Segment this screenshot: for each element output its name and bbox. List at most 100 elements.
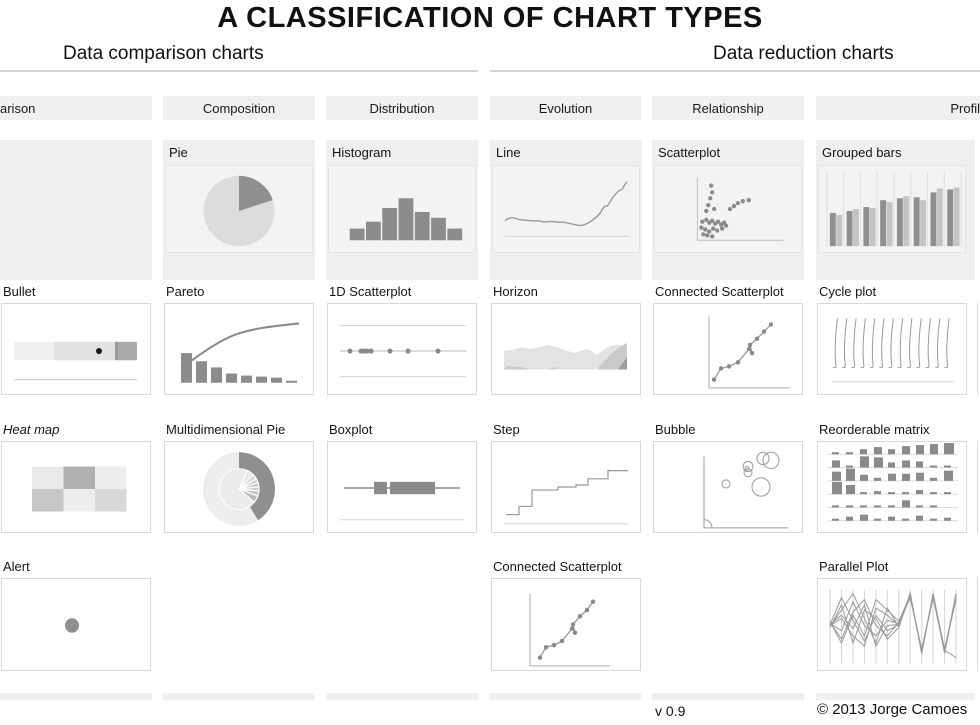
next-column-edge: [977, 578, 980, 671]
cell-parallel-plot: Parallel Plot: [816, 559, 968, 675]
next-row-cell-top: [816, 693, 975, 700]
cell-histogram: Histogram: [326, 140, 478, 280]
column-header-composition: Composition: [163, 96, 315, 120]
chart-type-label: Connected Scatterplot: [493, 559, 622, 574]
cell-step: Step: [490, 422, 642, 534]
chart-type-label: Histogram: [332, 145, 392, 160]
cell-1d-scatterplot: 1D Scatterplot: [326, 284, 478, 396]
cell-empty: [0, 140, 152, 280]
column-header-distribution: Distribution: [326, 96, 478, 120]
bullet-chart-graphic: [14, 341, 137, 381]
chart-type-label: Pareto: [166, 284, 205, 299]
next-column-edge: [977, 441, 980, 533]
1d-scatterplot-thumbnail: [327, 303, 477, 395]
cell-pie: Pie: [163, 140, 315, 280]
next-row-cell-top: [326, 693, 478, 700]
next-row-cell-top: [490, 693, 641, 700]
chart-type-label: Heat map: [3, 422, 60, 437]
cell-alert: Alert: [0, 559, 152, 675]
horizon-thumbnail: [491, 303, 641, 395]
cycle-plot-graphic: [832, 318, 954, 383]
chart-type-label: Multidimensional Pie: [166, 422, 286, 437]
cell-scatterplot: Scatterplot: [652, 140, 804, 280]
section-header-data-comparison: Data comparison charts: [63, 43, 264, 64]
connected-scatterplot-graphic: [529, 593, 610, 667]
column-header-relationship: Relationship: [652, 96, 804, 120]
scatterplot-graphic: [696, 177, 784, 241]
version-label: v 0.9: [655, 703, 686, 719]
cell-grouped-bars: Grouped bars: [816, 140, 975, 280]
chart-type-label: Connected Scatterplot: [655, 284, 784, 299]
scatterplot-thumbnail: [654, 165, 802, 253]
section-rule-left: [0, 70, 478, 72]
reorderable-matrix-thumbnail: [817, 441, 967, 533]
alert-thumbnail: [1, 578, 151, 671]
section-rule-right: [490, 70, 980, 72]
chart-type-label: Horizon: [493, 284, 538, 299]
cell-connected-scatterplot: Connected Scatterplot: [652, 284, 804, 396]
cell-bullet: Bullet: [0, 284, 152, 396]
column-header-profile: Profil: [816, 96, 980, 120]
next-column-edge: [977, 303, 980, 395]
column-header-evolution: Evolution: [490, 96, 641, 120]
poster-title: A CLASSIFICATION OF CHART TYPES: [217, 2, 763, 34]
cell-reorderable-matrix: Reorderable matrix: [816, 422, 968, 534]
cell-heat-map: Heat map: [0, 422, 152, 534]
step-chart-graphic: [504, 470, 628, 525]
cycle-plot-thumbnail: [817, 303, 967, 395]
chart-type-label: Pie: [169, 145, 188, 160]
column-header-label: Profil: [950, 100, 980, 116]
pie-thumbnail: [165, 165, 313, 253]
cell-horizon: Horizon: [490, 284, 642, 396]
chart-type-label: Reorderable matrix: [819, 422, 930, 437]
heat-map-graphic: [32, 466, 127, 512]
bubble-chart-graphic: [703, 451, 788, 529]
column-header-label: Relationship: [692, 100, 764, 116]
1d-scatterplot-graphic: [340, 324, 466, 378]
connected-scatterplot-graphic: [708, 316, 790, 389]
chart-type-label: Bullet: [3, 284, 36, 299]
next-row-cell-top: [163, 693, 315, 700]
grouped-bars-thumbnail: [818, 165, 966, 253]
chart-type-label: Grouped bars: [822, 145, 902, 160]
cell-boxplot: Boxplot: [326, 422, 478, 534]
column-header-label: Composition: [202, 100, 276, 116]
heat-map-thumbnail: [1, 441, 151, 533]
line-chart-graphic: [504, 181, 630, 237]
copyright-label: © 2013 Jorge Camoes: [817, 701, 968, 718]
horizon-graphic: [504, 342, 627, 370]
chart-type-label: Bubble: [655, 422, 696, 437]
cell-pareto: Pareto: [163, 284, 315, 396]
cell-connected-scatterplot-2: Connected Scatterplot: [490, 559, 642, 675]
reorderable-matrix-graphic: [828, 443, 958, 522]
pie-chart-graphic: [203, 175, 275, 247]
cell-cycle-plot: Cycle plot: [816, 284, 968, 396]
cell-bubble: Bubble: [652, 422, 804, 534]
boxplot-thumbnail: [327, 441, 477, 533]
next-row-cell-top: [652, 693, 804, 700]
boxplot-graphic: [340, 481, 464, 521]
histogram-thumbnail: [328, 165, 476, 253]
connected-scatterplot-thumbnail: [491, 578, 641, 671]
chart-type-label: Parallel Plot: [819, 559, 889, 574]
column-header-label: Evolution: [538, 100, 593, 116]
histogram-graphic: [349, 198, 463, 241]
pareto-thumbnail: [164, 303, 314, 395]
step-thumbnail: [491, 441, 641, 533]
column-header-label: Distribution: [369, 100, 435, 116]
multidimensional-pie-thumbnail: [164, 441, 314, 533]
chart-type-label: Boxplot: [329, 422, 373, 437]
cell-multidimensional-pie: Multidimensional Pie: [163, 422, 315, 534]
column-header-comparison: arison: [0, 96, 152, 120]
bullet-thumbnail: [1, 303, 151, 395]
chart-type-label: Scatterplot: [658, 145, 721, 160]
column-header-label: arison: [0, 100, 36, 116]
connected-scatterplot-thumbnail: [653, 303, 803, 395]
parallel-plot-thumbnail: [817, 578, 967, 671]
bubble-thumbnail: [653, 441, 803, 533]
pareto-graphic: [180, 322, 300, 383]
chart-type-label: Alert: [3, 559, 30, 574]
section-header-data-reduction: Data reduction charts: [713, 43, 894, 64]
multidimensional-pie-graphic: [203, 452, 275, 526]
